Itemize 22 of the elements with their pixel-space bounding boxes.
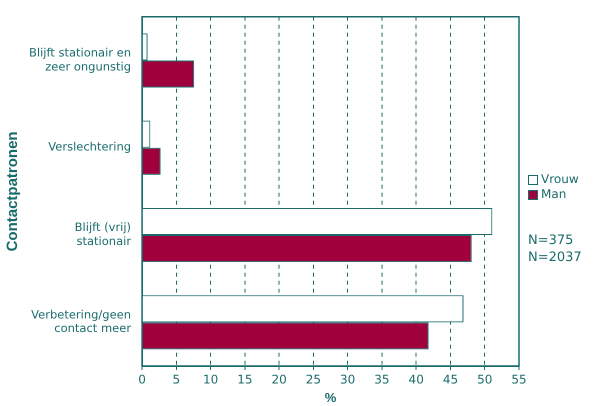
y-tick-label: Verbetering/geen contact meer: [31, 307, 132, 336]
x-tick-label: 50: [477, 372, 492, 386]
text: Vrouw: [541, 172, 579, 187]
y-tick-label: Blijft stationair en zeer ongunstig: [28, 46, 132, 74]
x-tick-label: 10: [202, 372, 218, 386]
legend-label: Man: [541, 187, 566, 202]
y-tick-label: Verslechtering: [48, 140, 132, 154]
x-axis-title: %: [324, 390, 337, 405]
x-tick-label: 20: [271, 372, 287, 386]
x-tick-label: 40: [408, 372, 424, 386]
x-tick-label: 35: [374, 372, 390, 386]
x-tick-label: 15: [237, 372, 252, 386]
y-axis-title: Contactpatronen: [4, 131, 22, 252]
x-tick-label: 45: [442, 372, 458, 386]
x-tick-label: 0: [138, 372, 146, 386]
text: N=375: [528, 232, 574, 249]
text: N=2037: [528, 249, 582, 266]
x-tick-label: 55: [511, 372, 527, 386]
x-tick-label: 30: [340, 372, 356, 386]
x-tick-label: 25: [306, 372, 322, 386]
x-tick-label: 5: [172, 372, 180, 386]
y-tick-label: Blijft (vrij) stationair: [74, 220, 132, 248]
